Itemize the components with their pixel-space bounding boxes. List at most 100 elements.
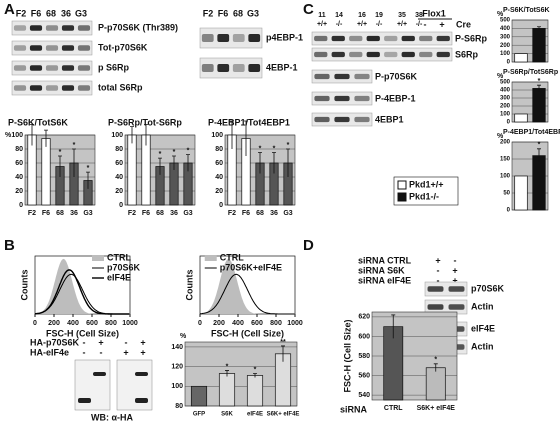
x-tick-label: 36 [170,210,178,217]
band [77,45,91,51]
histogram-ctrl [35,258,130,314]
histogram-ctrl [200,258,295,314]
error-bar [391,314,396,339]
significance: * [254,366,257,373]
x-tick-label: F6 [242,210,250,217]
x-tick-label: 68 [156,210,164,217]
blot [199,27,263,49]
blot-label: Actin [471,341,494,351]
x-tick-label: GFP [193,412,205,418]
y-tick-label: 100 [111,132,123,139]
x-tick-label: F2 [28,210,36,217]
band [419,51,433,58]
y-tick-label: 100 [211,132,223,139]
lane-label: -/- [336,21,343,28]
error-bar [186,154,190,172]
band [427,286,444,292]
y-tick-label: 80 [115,146,123,153]
band [448,286,465,292]
error-bar [44,129,48,147]
significance: * [287,142,290,149]
x-tick-label: 400 [67,320,79,327]
band [401,35,415,42]
bar [246,375,264,407]
y-axis-label: % [180,333,187,340]
error-bar [86,171,90,189]
blot-caption: WB: α-HA [91,412,134,422]
significance: * [273,145,276,152]
x-tick-label: 600 [251,320,263,327]
band [13,25,27,31]
x-tick-label: 0 [33,320,37,327]
band [45,65,59,71]
x-tick-label: 1000 [122,320,138,327]
x-tick-label: S6K [221,412,233,418]
y-tick-label: 200 [500,104,511,110]
band [29,45,43,51]
lane-label: 16 [358,12,366,19]
y-tick-label: 150 [500,157,511,163]
band [217,34,230,42]
x-tick-label: G3 [83,210,92,217]
band [366,51,380,58]
significance: * [173,149,176,156]
band [248,34,261,42]
lane-label: 19 [375,12,383,19]
band [334,95,350,102]
legend-label: Pkd1-/- [409,191,439,201]
x-tick-label: 400 [232,320,244,327]
histogram-line [200,273,295,315]
y-tick-label: 200 [500,140,511,146]
lane-label: +/+ [397,21,407,28]
lane-label: F6 [31,8,42,18]
band [314,95,330,102]
chart-title: P-S6Rp/Tot-S6Rp [108,117,182,127]
band [135,398,148,403]
bar [532,88,546,123]
x-tick-label: 68 [56,210,64,217]
significance: * [538,78,541,85]
panel-label: C [303,1,314,18]
sign: - [125,337,128,347]
blot-label: p4EBP-1 [266,32,303,42]
row-label: HA-eIF4e [30,347,69,357]
significance: * [538,142,541,149]
bar [127,134,137,206]
lane-label: 68 [233,8,243,18]
blot-label: eIF4E [471,323,495,333]
sign: - [100,347,103,357]
blot-label: total S6Rp [98,82,143,92]
x-tick-label: CTRL [384,405,403,412]
blot [199,57,263,79]
band [13,45,27,51]
y-tick-label: 60 [15,160,23,167]
y-tick-label: 40 [215,174,223,181]
blot [311,47,453,62]
lane-label: +/+ [317,21,327,28]
band [78,398,91,403]
band [436,51,450,58]
y-tick-label: 20 [115,188,123,195]
lane-label: +/+ [357,21,367,28]
x-tick-label: S6K+ eIF4E [267,412,300,418]
band [29,25,43,31]
band [427,304,444,310]
x-tick-label: 800 [270,320,282,327]
x-tick-label: 68 [256,210,264,217]
blot-label: p S6Rp [98,62,130,72]
band [29,65,43,71]
legend-label: CTRL [107,252,131,262]
bar [532,28,546,63]
chart-title: P-S6Rp/TotS6Rp [503,69,558,76]
significance: * [259,145,262,152]
band [45,25,59,31]
y-tick-label: 50 [503,191,510,197]
lane-label: -/- [376,21,383,28]
y-tick-label: 120 [171,363,183,370]
x-tick-label: G3 [283,210,292,217]
significance: * [87,165,90,172]
band [61,65,75,71]
lane-label: F6 [218,8,229,18]
x-tick-label: F6 [42,210,50,217]
band [331,35,345,42]
